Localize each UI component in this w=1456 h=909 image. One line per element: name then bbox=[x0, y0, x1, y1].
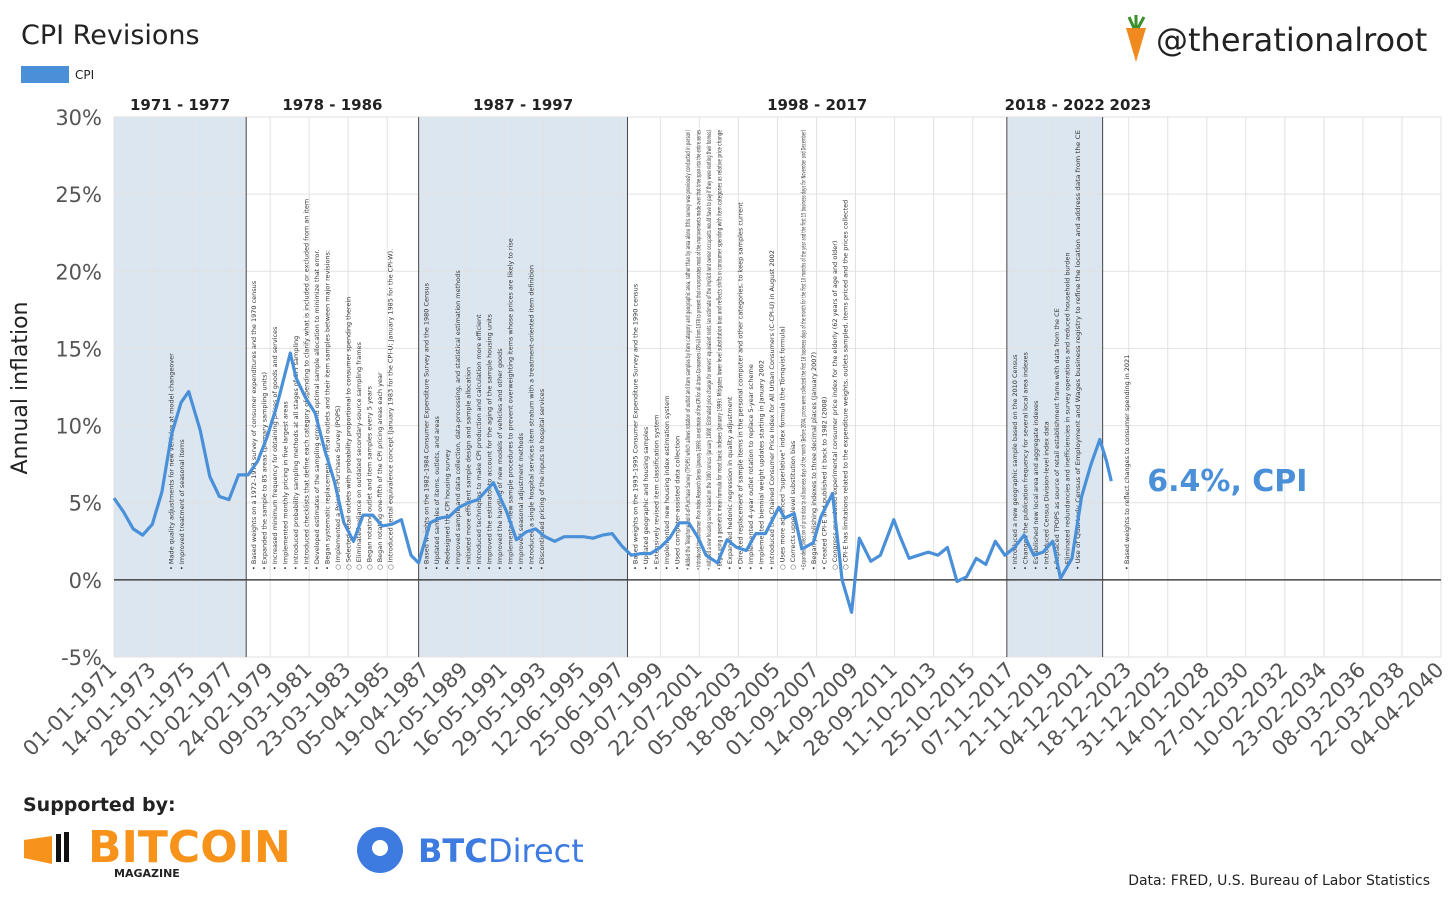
revision-note: • Expanded collection of price data to a… bbox=[799, 130, 807, 570]
chart-title: CPI Revisions bbox=[21, 20, 200, 51]
sponsor-name: MAGAZINE bbox=[114, 867, 180, 880]
revision-note: • Discontinued pricing of the inputs to … bbox=[538, 388, 546, 570]
revision-note: ○ Congress mandated experimental consume… bbox=[831, 241, 839, 570]
revision-note: • Improved the estimator to account for … bbox=[486, 314, 494, 570]
sponsor-heading: Supported by: bbox=[23, 794, 176, 816]
y-tick-label: 25% bbox=[55, 183, 102, 207]
y-axis-label: Annual inflation bbox=[8, 301, 33, 474]
source-note: Data: FRED, U.S. Bureau of Labor Statist… bbox=[1128, 873, 1430, 889]
y-tick-label: 5% bbox=[69, 492, 102, 516]
revision-note: • Introduced probability sampling method… bbox=[292, 336, 300, 570]
revision-note: ○ Selected retail outlets with probabili… bbox=[345, 297, 353, 570]
revision-note: • Changed the publication frequency for … bbox=[1021, 351, 1029, 570]
revision-note: • Added the Telephone Point-of-Purchase … bbox=[684, 130, 692, 570]
revision-note: • Improved seasonal adjustment methods bbox=[517, 432, 525, 570]
sponsor-name: BTC bbox=[418, 832, 488, 870]
era-shade bbox=[418, 117, 628, 657]
revision-note: • Implemented 4-year outlet rotation to … bbox=[747, 364, 755, 570]
revision-note: • Replaced TPOPS as source of retail est… bbox=[1053, 308, 1061, 570]
revision-note: • Directed replacement of sample items i… bbox=[736, 202, 744, 570]
legend-label: CPI bbox=[75, 68, 94, 82]
revision-note: • Introduced Census Division-level index… bbox=[1042, 421, 1050, 570]
revision-note: • Introduced checklists that define each… bbox=[303, 199, 311, 570]
revision-note: • Improved treatment of seasonal items bbox=[178, 439, 186, 570]
revision-note: • Introduced techniques to make CPI prod… bbox=[475, 314, 483, 570]
revision-note: ○ Implemented a Point-of-Purchase Survey… bbox=[334, 406, 342, 570]
y-tick-label: 20% bbox=[55, 260, 102, 284]
revision-note: • Introduced the Chained Consumer Price … bbox=[768, 250, 776, 570]
revision-note: • Updated geographic and housing samples bbox=[642, 426, 650, 570]
revision-note: • Developed estimates of the sampling er… bbox=[313, 249, 321, 570]
revision-note: • Use of Quarterly Census of Employment … bbox=[1074, 130, 1082, 570]
revision-note: • Expanded hedonic regression in quality… bbox=[726, 396, 734, 570]
revision-note: • Expanded the sample to 85 areas (prima… bbox=[261, 372, 269, 570]
revision-note: • Created CPI-E and published it back to… bbox=[820, 397, 828, 570]
cpi-line bbox=[112, 351, 1113, 614]
revision-note: ○ Corrects upper-level substitution bias bbox=[789, 440, 797, 570]
revision-note: • Eliminated redundancies and inefficien… bbox=[1063, 252, 1071, 570]
revision-note: ○ Began rotating outlet and item samples… bbox=[366, 385, 374, 570]
revision-note: ○ Uses more advanced "superlative" index… bbox=[778, 326, 786, 570]
revision-note: ○ Eliminated reliance on outdated second… bbox=[355, 341, 363, 570]
sponsor-name: BITCOIN bbox=[88, 822, 291, 873]
era-shade bbox=[1006, 117, 1103, 657]
era-label: 1971 - 1977 bbox=[130, 96, 230, 114]
revision-note: • Based weights on a 1972–1973 survey of… bbox=[250, 280, 258, 570]
y-tick-label: 15% bbox=[55, 337, 102, 361]
y-tick-label: -5% bbox=[61, 646, 102, 670]
revision-note: • Introduced the Consumer Price Index Re… bbox=[694, 130, 702, 570]
revision-note: • Based weights on the 1993–1995 Consume… bbox=[631, 283, 639, 570]
era-shade bbox=[114, 117, 247, 657]
bitcoin-magazine-logo bbox=[24, 832, 69, 864]
revision-note: • Introduced a single hospital services … bbox=[528, 265, 536, 570]
revision-note: • Based weights on the 1982–1984 Consume… bbox=[423, 282, 431, 570]
sponsor-name: Direct bbox=[488, 832, 584, 870]
revision-note: ○ Introduced rental equivalence concept … bbox=[387, 249, 395, 570]
era-label: 2023 bbox=[1110, 96, 1152, 114]
era-label: 2018 - 2022 bbox=[1005, 96, 1105, 114]
revision-note: • Began publishing indexes to three deci… bbox=[810, 352, 818, 570]
revision-note: • Improved sample and data collection, d… bbox=[454, 270, 462, 570]
revision-note: • Introduced a new geographic sample bas… bbox=[1011, 354, 1019, 570]
revision-note: • Implemented new housing index estimati… bbox=[663, 396, 671, 570]
y-tick-label: 30% bbox=[55, 106, 102, 130]
plot-area: -5%0%5%10%15%20%25%30%01-01-197114-01-19… bbox=[18, 96, 1448, 761]
legend-swatch bbox=[21, 66, 69, 83]
era-label: 1978 - 1986 bbox=[282, 96, 382, 114]
revision-note: • Implemented biennial weight updates st… bbox=[757, 360, 765, 570]
revision-note: • Made quality adjustments for new vehic… bbox=[168, 353, 176, 570]
era-label: 1998 - 2017 bbox=[767, 96, 867, 114]
carrot-icon bbox=[1126, 15, 1146, 62]
revision-note: • Used computer-assisted data collection bbox=[673, 436, 681, 570]
revision-note: ○ CPI-E has limitations related to the e… bbox=[841, 200, 849, 570]
revision-note: ○ Began rotating one-fifth of the CPI pr… bbox=[376, 372, 384, 570]
revision-note: • Initiated a new housing survey based o… bbox=[705, 130, 713, 570]
btcdirect-logo bbox=[357, 827, 403, 873]
revision-note: • Established new local area and aggrega… bbox=[1032, 400, 1040, 570]
revision-note: • Began systematic replacement of retail… bbox=[324, 250, 332, 570]
y-tick-label: 10% bbox=[55, 415, 102, 439]
revision-note: • Improved the handling of new models of… bbox=[496, 348, 504, 570]
revision-note: • Based weights to reflect changes to co… bbox=[1123, 355, 1131, 570]
y-tick-label: 0% bbox=[69, 569, 102, 593]
revision-note: • Implemented monthly pricing in five la… bbox=[282, 401, 290, 570]
revision-note: • Implemented new sample procedures to p… bbox=[507, 238, 515, 570]
revision-note: • Extensively revised item classificatio… bbox=[652, 415, 660, 570]
end-label: 6.4%, CPI bbox=[1147, 464, 1307, 499]
revision-note: • Began using a geometric mean formula f… bbox=[715, 130, 723, 570]
revision-note: • Updated samples of items, outlets, and… bbox=[433, 415, 441, 570]
revision-note: • Increased minimum frequency for obtain… bbox=[271, 326, 279, 570]
revision-note: • Redesigned the CPI housing survey bbox=[444, 449, 452, 570]
era-label: 1987 - 1997 bbox=[473, 96, 573, 114]
revision-note: • Initiated more efficient sample design… bbox=[465, 367, 473, 570]
watermark: @therationalroot bbox=[1156, 21, 1427, 59]
